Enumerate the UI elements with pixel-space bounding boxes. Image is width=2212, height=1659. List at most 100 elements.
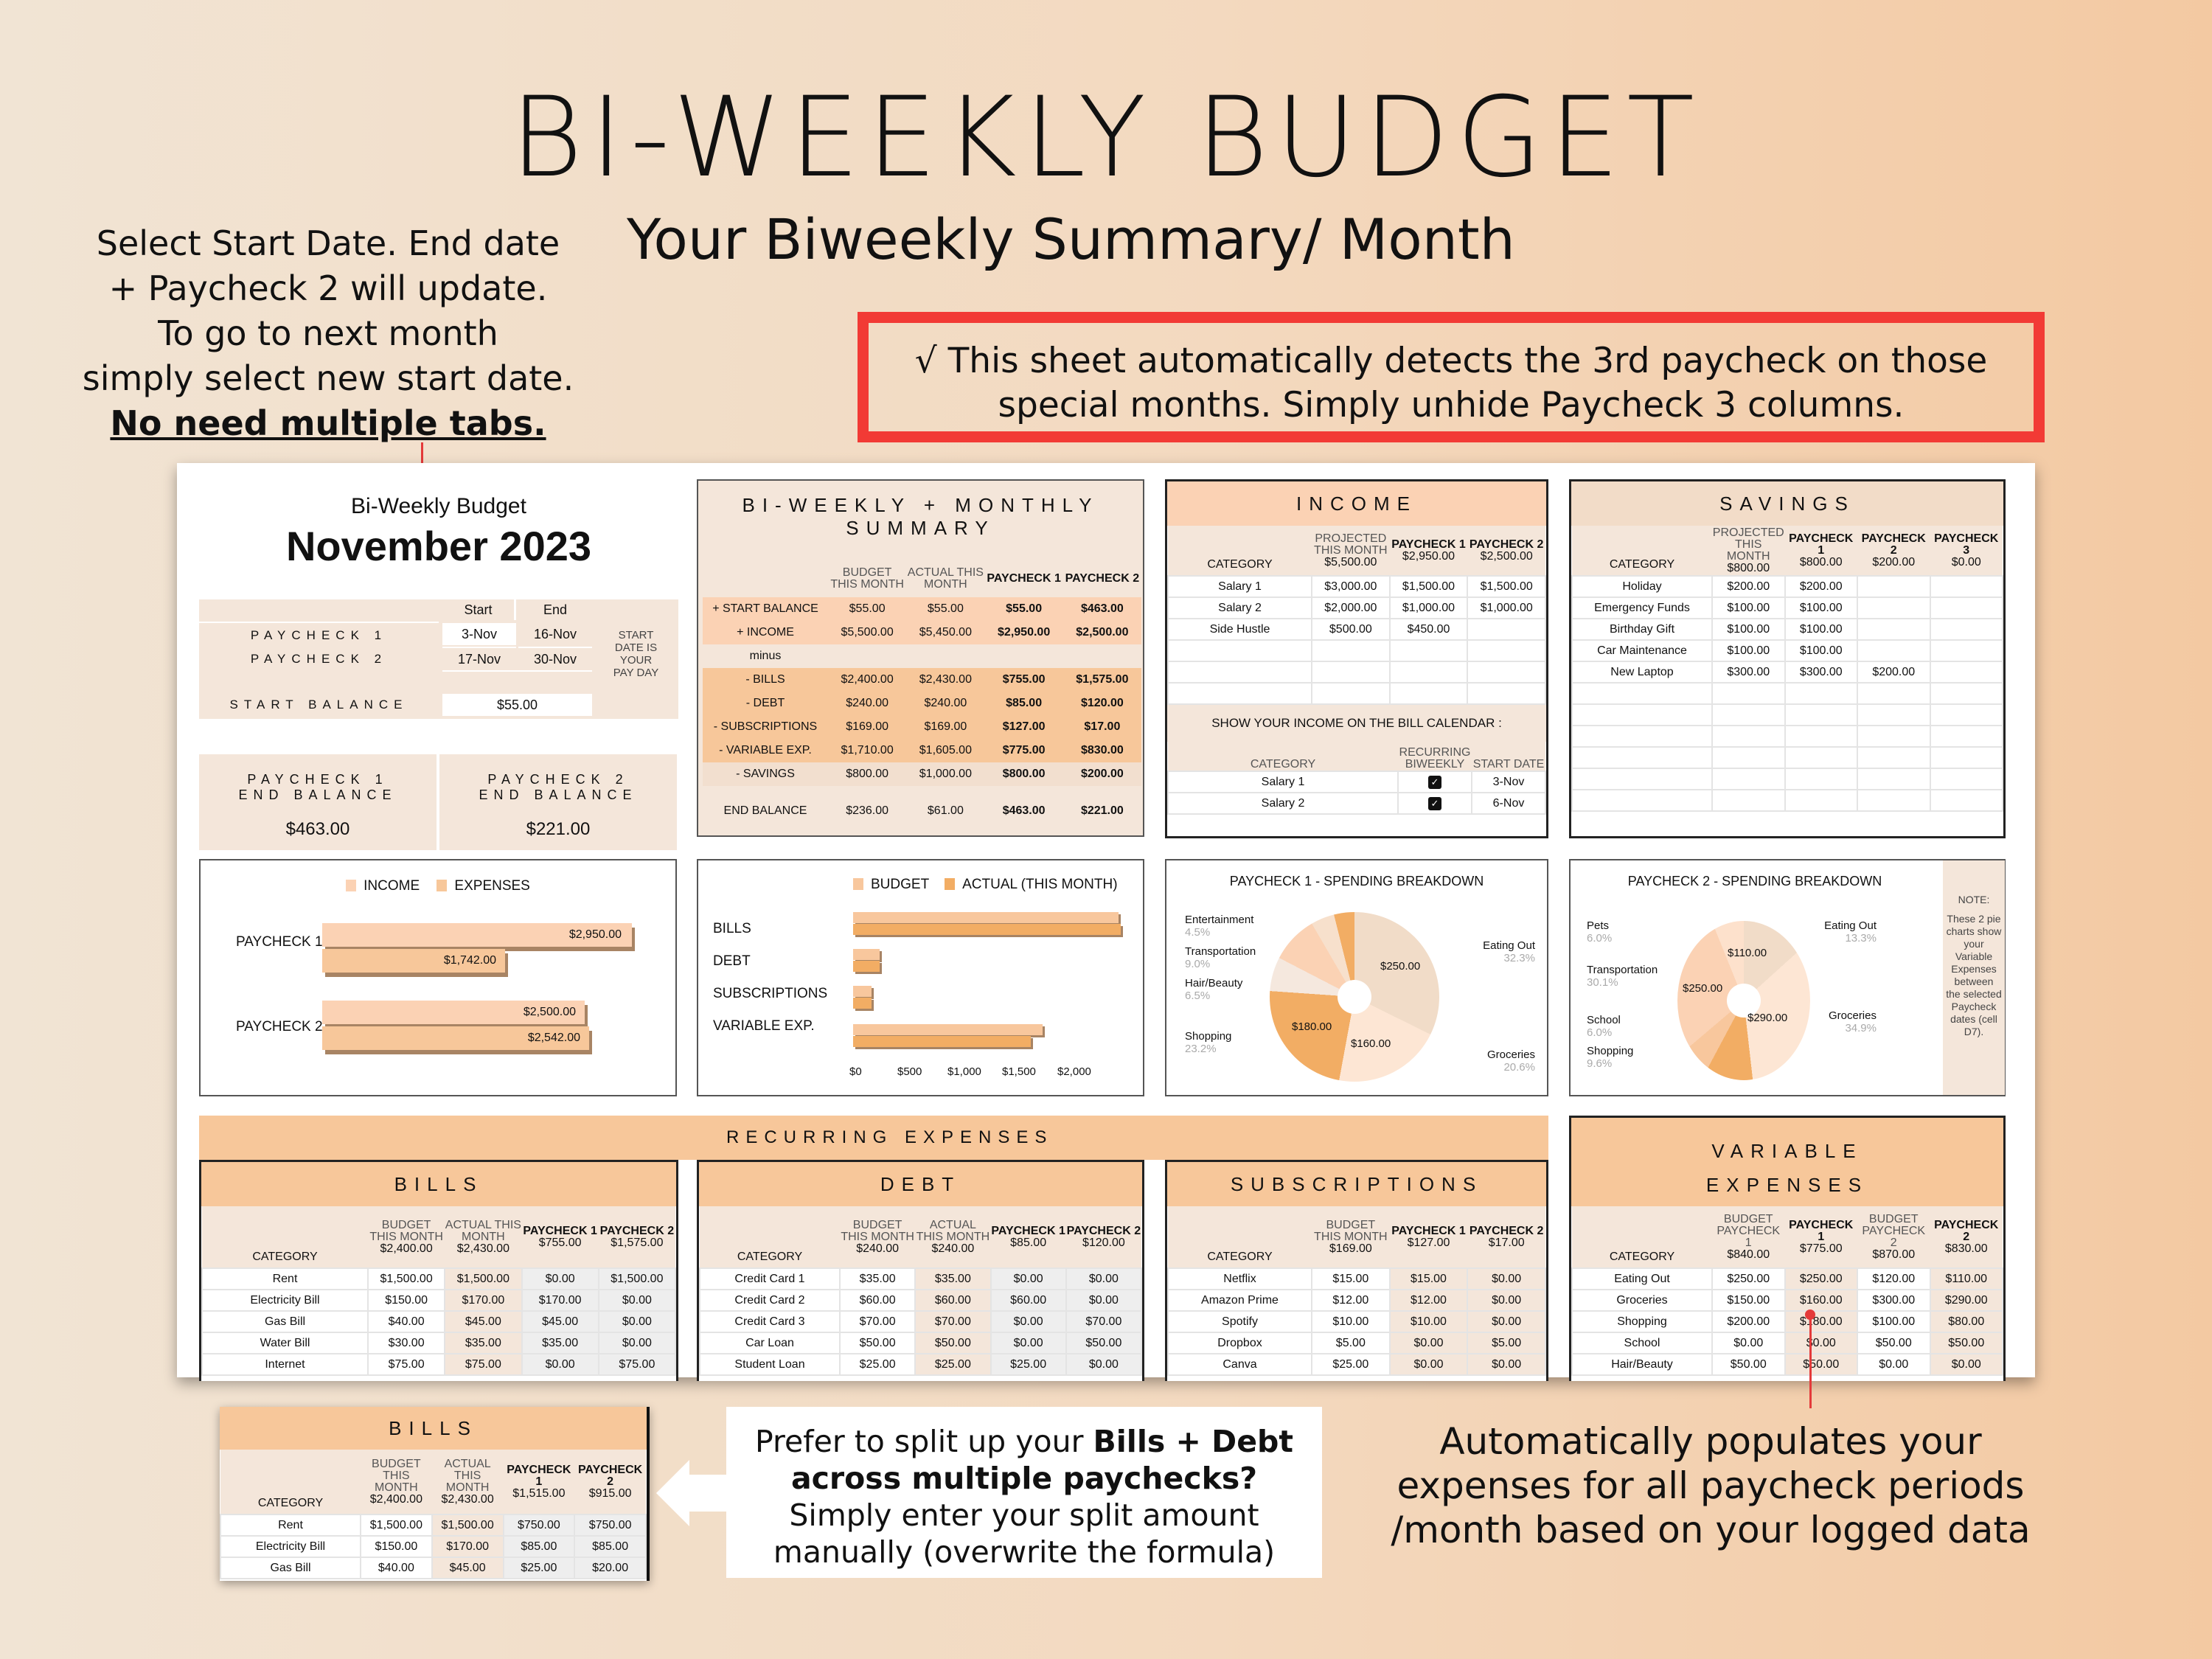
table-cell[interactable]: Electricity Bill <box>201 1289 369 1312</box>
table-cell[interactable]: Netflix <box>1167 1267 1312 1290</box>
savings-row[interactable] <box>1571 682 2003 705</box>
table-cell[interactable]: $0.00 <box>597 1332 677 1354</box>
table-cell[interactable]: $1,500.00 <box>431 1514 504 1537</box>
table-cell[interactable] <box>1929 618 2003 641</box>
table-cell[interactable]: $750.00 <box>574 1514 647 1537</box>
table-cell[interactable]: $60.00 <box>838 1289 917 1312</box>
bills-row[interactable]: Gas Bill $40.00 $45.00 $45.00 $0.00 <box>201 1310 677 1333</box>
table-cell[interactable]: Student Loan <box>699 1353 841 1376</box>
table-cell[interactable]: Canva <box>1167 1353 1312 1376</box>
table-cell[interactable]: $85.00 <box>502 1535 576 1558</box>
table-cell[interactable]: $40.00 <box>366 1310 446 1333</box>
table-cell[interactable]: Credit Card 2 <box>699 1289 841 1312</box>
start-balance-input[interactable]: $55.00 <box>442 694 592 716</box>
table-cell[interactable] <box>1929 661 2003 684</box>
table-cell[interactable]: $0.00 <box>521 1267 599 1290</box>
table-cell[interactable]: Car Loan <box>699 1332 841 1354</box>
table-cell[interactable]: $20.00 <box>574 1557 647 1579</box>
table-cell[interactable]: Holiday <box>1571 575 1713 598</box>
table-cell[interactable]: Credit Card 1 <box>699 1267 841 1290</box>
table-cell[interactable]: $60.00 <box>914 1289 992 1312</box>
table-cell[interactable]: $45.00 <box>521 1310 599 1333</box>
table-cell[interactable]: $1,500.00 <box>597 1267 677 1290</box>
table-cell[interactable]: $0.00 <box>1784 1332 1858 1354</box>
debt-row[interactable]: Student Loan $25.00 $25.00 $25.00 $0.00 <box>699 1353 1143 1376</box>
table-cell[interactable]: Credit Card 3 <box>699 1310 841 1333</box>
table-cell[interactable]: School <box>1571 1332 1713 1354</box>
table-cell[interactable]: $75.00 <box>366 1353 446 1376</box>
table-cell[interactable]: $200.00 <box>1857 661 1931 684</box>
table-cell[interactable]: $12.00 <box>1311 1289 1391 1312</box>
table-cell[interactable]: $80.00 <box>1929 1310 2003 1333</box>
bills-row[interactable]: Electricity Bill $150.00 $170.00 $170.00 $0.… <box>201 1289 677 1312</box>
table-cell[interactable]: $0.00 <box>1711 1332 1786 1354</box>
table-cell[interactable]: $1,000.00 <box>1467 597 1546 619</box>
paycheck1-start-date[interactable]: 3-Nov <box>442 623 516 645</box>
table-cell[interactable]: $100.00 <box>1711 597 1786 619</box>
bills-row[interactable]: Rent $1,500.00 $1,500.00 $0.00 $1,500.00 <box>201 1267 677 1290</box>
bills-row[interactable]: Internet $75.00 $75.00 $0.00 $75.00 <box>201 1353 677 1376</box>
table-cell[interactable]: $25.00 <box>502 1557 576 1579</box>
table-cell[interactable]: $0.00 <box>1467 1310 1546 1333</box>
table-cell[interactable]: $50.00 <box>914 1332 992 1354</box>
subscription-row[interactable]: Spotify $10.00 $10.00 $0.00 <box>1167 1310 1546 1333</box>
variable-row[interactable]: Groceries $150.00 $160.00 $300.00 $290.00 <box>1571 1289 2003 1312</box>
split-row[interactable]: Gas Bill $40.00 $45.00 $25.00 $20.00 <box>220 1557 647 1579</box>
table-cell[interactable]: Hair/Beauty <box>1571 1353 1713 1376</box>
table-cell[interactable]: $0.00 <box>990 1267 1067 1290</box>
savings-row[interactable] <box>1571 768 2003 790</box>
table-cell[interactable]: $500.00 <box>1311 618 1391 641</box>
table-cell[interactable]: $75.00 <box>597 1353 677 1376</box>
income-row[interactable] <box>1167 639 1546 662</box>
table-cell[interactable]: $0.00 <box>990 1332 1067 1354</box>
table-cell[interactable]: $50.00 <box>1784 1353 1858 1376</box>
table-cell[interactable]: $0.00 <box>1388 1332 1469 1354</box>
table-cell[interactable]: $750.00 <box>502 1514 576 1537</box>
table-cell[interactable]: $50.00 <box>1929 1332 2003 1354</box>
table-cell[interactable]: $50.00 <box>1065 1332 1143 1354</box>
table-cell[interactable]: $5.00 <box>1467 1332 1546 1354</box>
table-cell[interactable]: Salary 1 <box>1167 575 1312 598</box>
savings-row[interactable]: New Laptop $300.00 $300.00 $200.00 <box>1571 661 2003 684</box>
table-cell[interactable]: Shopping <box>1571 1310 1713 1333</box>
table-cell[interactable]: $450.00 <box>1388 618 1469 641</box>
table-cell[interactable]: Spotify <box>1167 1310 1312 1333</box>
variable-row[interactable]: Eating Out $250.00 $250.00 $120.00 $110.00 <box>1571 1267 2003 1290</box>
savings-row[interactable] <box>1571 725 2003 748</box>
table-cell[interactable]: $0.00 <box>990 1310 1067 1333</box>
table-cell[interactable]: $15.00 <box>1311 1267 1391 1290</box>
table-cell[interactable] <box>1857 597 1931 619</box>
table-cell[interactable] <box>1857 639 1931 662</box>
debt-row[interactable]: Credit Card 1 $35.00 $35.00 $0.00 $0.00 <box>699 1267 1143 1290</box>
income-row[interactable]: Side Hustle $500.00 $450.00 <box>1167 618 1546 641</box>
subscription-row[interactable]: Amazon Prime $12.00 $12.00 $0.00 <box>1167 1289 1546 1312</box>
table-cell[interactable]: Groceries <box>1571 1289 1713 1312</box>
table-cell[interactable]: $0.00 <box>1065 1267 1143 1290</box>
table-cell[interactable]: Rent <box>201 1267 369 1290</box>
table-cell[interactable]: $170.00 <box>431 1535 504 1558</box>
table-cell[interactable]: $0.00 <box>1065 1353 1143 1376</box>
table-cell[interactable] <box>1929 597 2003 619</box>
table-cell[interactable]: Internet <box>201 1353 369 1376</box>
table-cell[interactable]: $1,500.00 <box>360 1514 433 1537</box>
table-cell[interactable] <box>1857 618 1931 641</box>
table-cell[interactable]: $0.00 <box>1467 1267 1546 1290</box>
table-cell[interactable]: $40.00 <box>360 1557 433 1579</box>
table-cell[interactable]: $2,000.00 <box>1311 597 1391 619</box>
table-cell[interactable] <box>1929 639 2003 662</box>
table-cell[interactable]: Emergency Funds <box>1571 597 1713 619</box>
savings-row[interactable] <box>1571 746 2003 769</box>
debt-row[interactable]: Credit Card 2 $60.00 $60.00 $60.00 $0.00 <box>699 1289 1143 1312</box>
table-cell[interactable]: $170.00 <box>521 1289 599 1312</box>
table-cell[interactable]: $35.00 <box>838 1267 917 1290</box>
table-cell[interactable]: Dropbox <box>1167 1332 1312 1354</box>
table-cell[interactable]: Gas Bill <box>201 1310 369 1333</box>
table-cell[interactable]: $160.00 <box>1784 1289 1858 1312</box>
table-cell[interactable]: $12.00 <box>1388 1289 1469 1312</box>
table-cell[interactable]: $35.00 <box>914 1267 992 1290</box>
variable-row[interactable]: Hair/Beauty $50.00 $50.00 $0.00 $0.00 <box>1571 1353 2003 1376</box>
savings-row[interactable]: Car Maintenance $100.00 $100.00 <box>1571 639 2003 662</box>
table-cell[interactable]: $100.00 <box>1784 597 1858 619</box>
table-cell[interactable]: $180.00 <box>1784 1310 1858 1333</box>
table-cell[interactable]: $150.00 <box>1711 1289 1786 1312</box>
